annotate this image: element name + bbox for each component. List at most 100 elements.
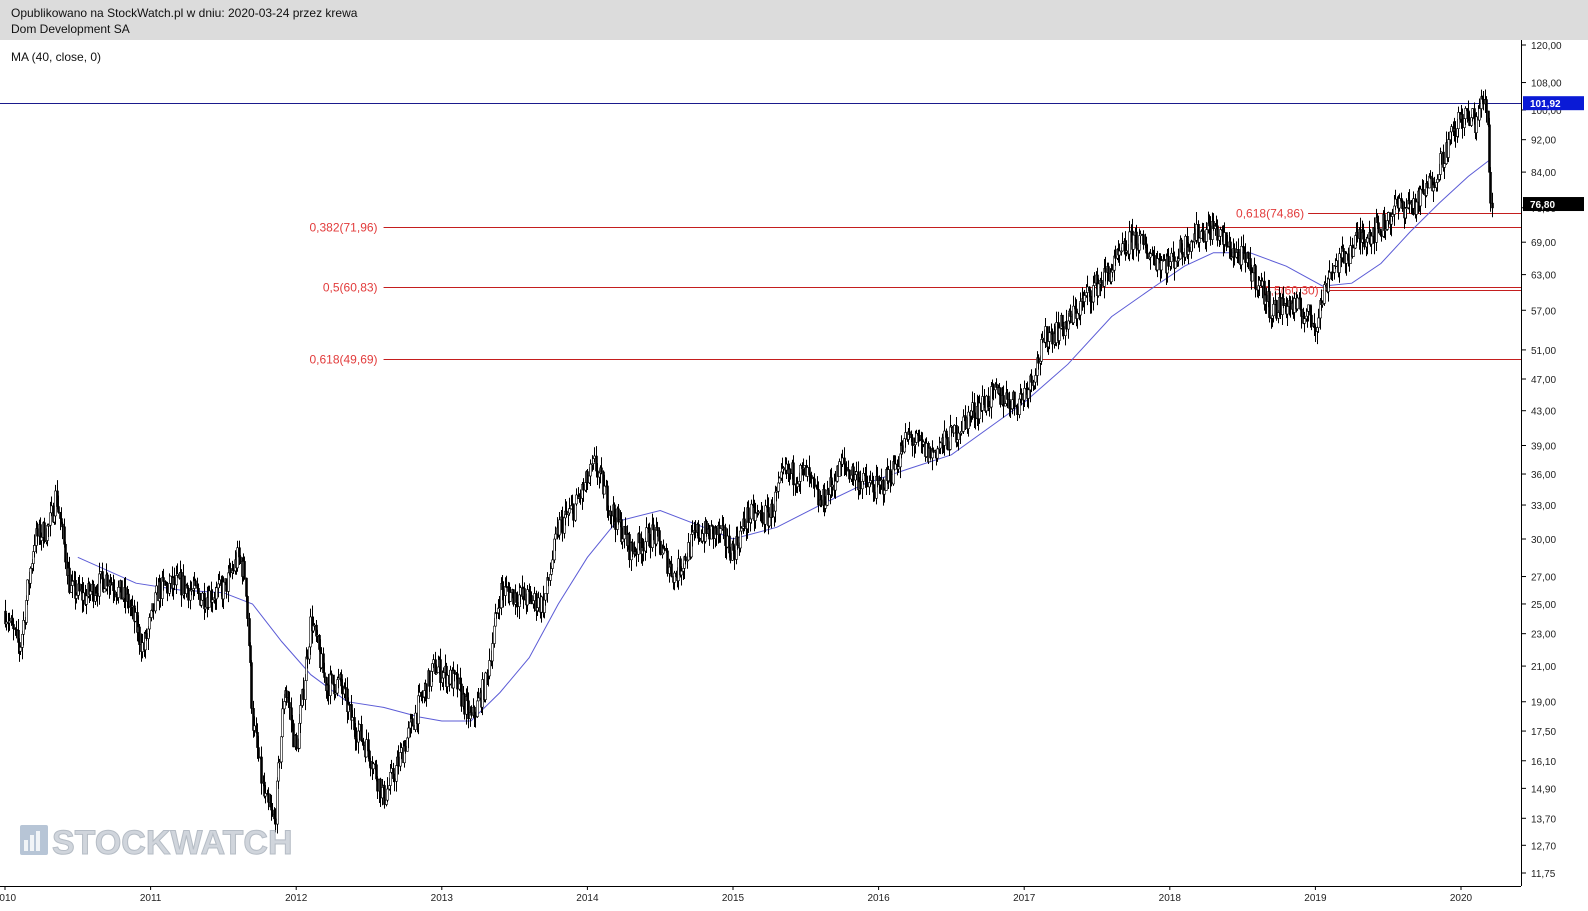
y-tick-label: 33,00: [1531, 501, 1556, 512]
y-tick-label: 39,00: [1531, 441, 1556, 452]
candle-body: [288, 702, 291, 709]
candle-body: [1345, 253, 1348, 264]
candle-body: [1209, 225, 1212, 240]
candle-body: [1198, 237, 1201, 243]
candle-body: [1461, 114, 1464, 128]
candle-body: [848, 469, 851, 480]
watermark: STOCKWATCH: [20, 824, 293, 863]
candle-body: [645, 527, 648, 543]
candle-body: [1041, 337, 1044, 340]
candle-body: [1230, 256, 1233, 259]
candle-body: [154, 592, 157, 612]
candle-body: [1153, 255, 1156, 265]
candle-body: [26, 579, 29, 601]
candle-body: [813, 478, 816, 486]
candle-body: [271, 809, 274, 815]
candle-body: [243, 561, 246, 579]
candle-body: [1440, 151, 1443, 154]
candle-body: [337, 677, 340, 680]
watermark-icon-bar: [24, 840, 28, 851]
candle-body: [666, 550, 669, 574]
y-tick-label: 108,00: [1531, 79, 1562, 90]
candle-body: [92, 583, 95, 602]
candle-body: [670, 563, 673, 577]
candle-body: [1482, 98, 1485, 105]
candle-body: [575, 494, 578, 505]
candle-body: [64, 543, 67, 563]
candle-body: [1433, 184, 1436, 188]
candle-body: [99, 571, 102, 575]
candle-body: [1160, 260, 1163, 271]
candle-body: [493, 625, 496, 644]
candle-body: [190, 589, 193, 592]
candle-body: [1384, 229, 1387, 231]
candle-body: [323, 672, 326, 678]
fib-level-label: 0,382(71,96): [309, 221, 377, 235]
candle-body: [1146, 252, 1149, 259]
candle-body: [208, 590, 211, 608]
candle-body: [1401, 200, 1404, 209]
candle-body: [169, 575, 172, 584]
candle-body: [684, 556, 687, 561]
candle-body: [1419, 188, 1422, 207]
y-tick-label: 84,00: [1531, 168, 1556, 179]
candle-body: [166, 584, 169, 594]
candle-body: [631, 542, 634, 552]
candle-body: [1307, 304, 1310, 312]
candle-body: [768, 517, 771, 527]
candle-body: [617, 508, 620, 523]
candle-body: [1352, 247, 1355, 257]
candle-body: [395, 765, 398, 782]
fib-level-label: 0,618(49,69): [309, 353, 377, 367]
candle-body: [173, 577, 176, 586]
candle-body: [1027, 389, 1030, 399]
candle-body: [232, 569, 235, 572]
candle-body: [215, 587, 218, 600]
candle-body: [600, 467, 603, 473]
price-chart[interactable]: 0,382(71,96) 0,5(60,83) 0,618(49,69) 0,618(…: [0, 40, 1588, 906]
candle-body: [705, 520, 708, 534]
candle-body: [551, 559, 554, 569]
candle-body: [845, 467, 848, 471]
candle-body: [1347, 253, 1350, 261]
x-tick-label: 2019: [1304, 893, 1327, 904]
candle-body: [1076, 313, 1079, 319]
candle-body: [1111, 269, 1114, 273]
candle-body: [249, 645, 252, 663]
candle-body: [978, 402, 981, 419]
candle-body: [1443, 163, 1446, 168]
y-tick-label: 92,00: [1531, 136, 1556, 147]
candle-body: [250, 662, 253, 709]
candle-body: [1240, 246, 1243, 266]
candle-body: [1457, 112, 1460, 129]
fib-level-label: 0,5(60,30): [1264, 284, 1319, 298]
candle-body: [75, 595, 78, 599]
moving-average-layer: [77, 159, 1491, 722]
candle-body: [936, 448, 939, 459]
watermark-text: STOCKWATCH: [52, 824, 293, 862]
candle-body: [1310, 314, 1313, 327]
candle-body: [299, 705, 302, 724]
candle-body: [1335, 260, 1338, 267]
y-tick-label: 30,00: [1531, 535, 1556, 546]
candle-body: [1139, 233, 1142, 236]
candle-body: [1034, 375, 1037, 383]
candle-body: [1387, 212, 1390, 221]
candle-body: [796, 483, 799, 487]
candle-body: [1279, 297, 1282, 315]
candle-body: [1118, 250, 1121, 256]
candle-body: [764, 505, 767, 525]
candle-body: [843, 457, 846, 465]
candle-body: [967, 411, 970, 429]
candle-body: [1450, 126, 1453, 133]
candle-body: [1422, 189, 1425, 194]
candle-body: [1282, 298, 1285, 306]
candle-body: [1303, 318, 1306, 324]
chart-canvas[interactable]: 0,382(71,96) 0,5(60,83) 0,618(49,69) 0,618(…: [0, 40, 1588, 906]
candle-body: [12, 624, 15, 630]
y-tick-label: 11,75: [1531, 869, 1556, 880]
candle-body: [498, 607, 501, 610]
candle-body: [1391, 214, 1394, 217]
candle-body: [1219, 229, 1222, 237]
y-tick-label: 17,50: [1531, 727, 1556, 738]
